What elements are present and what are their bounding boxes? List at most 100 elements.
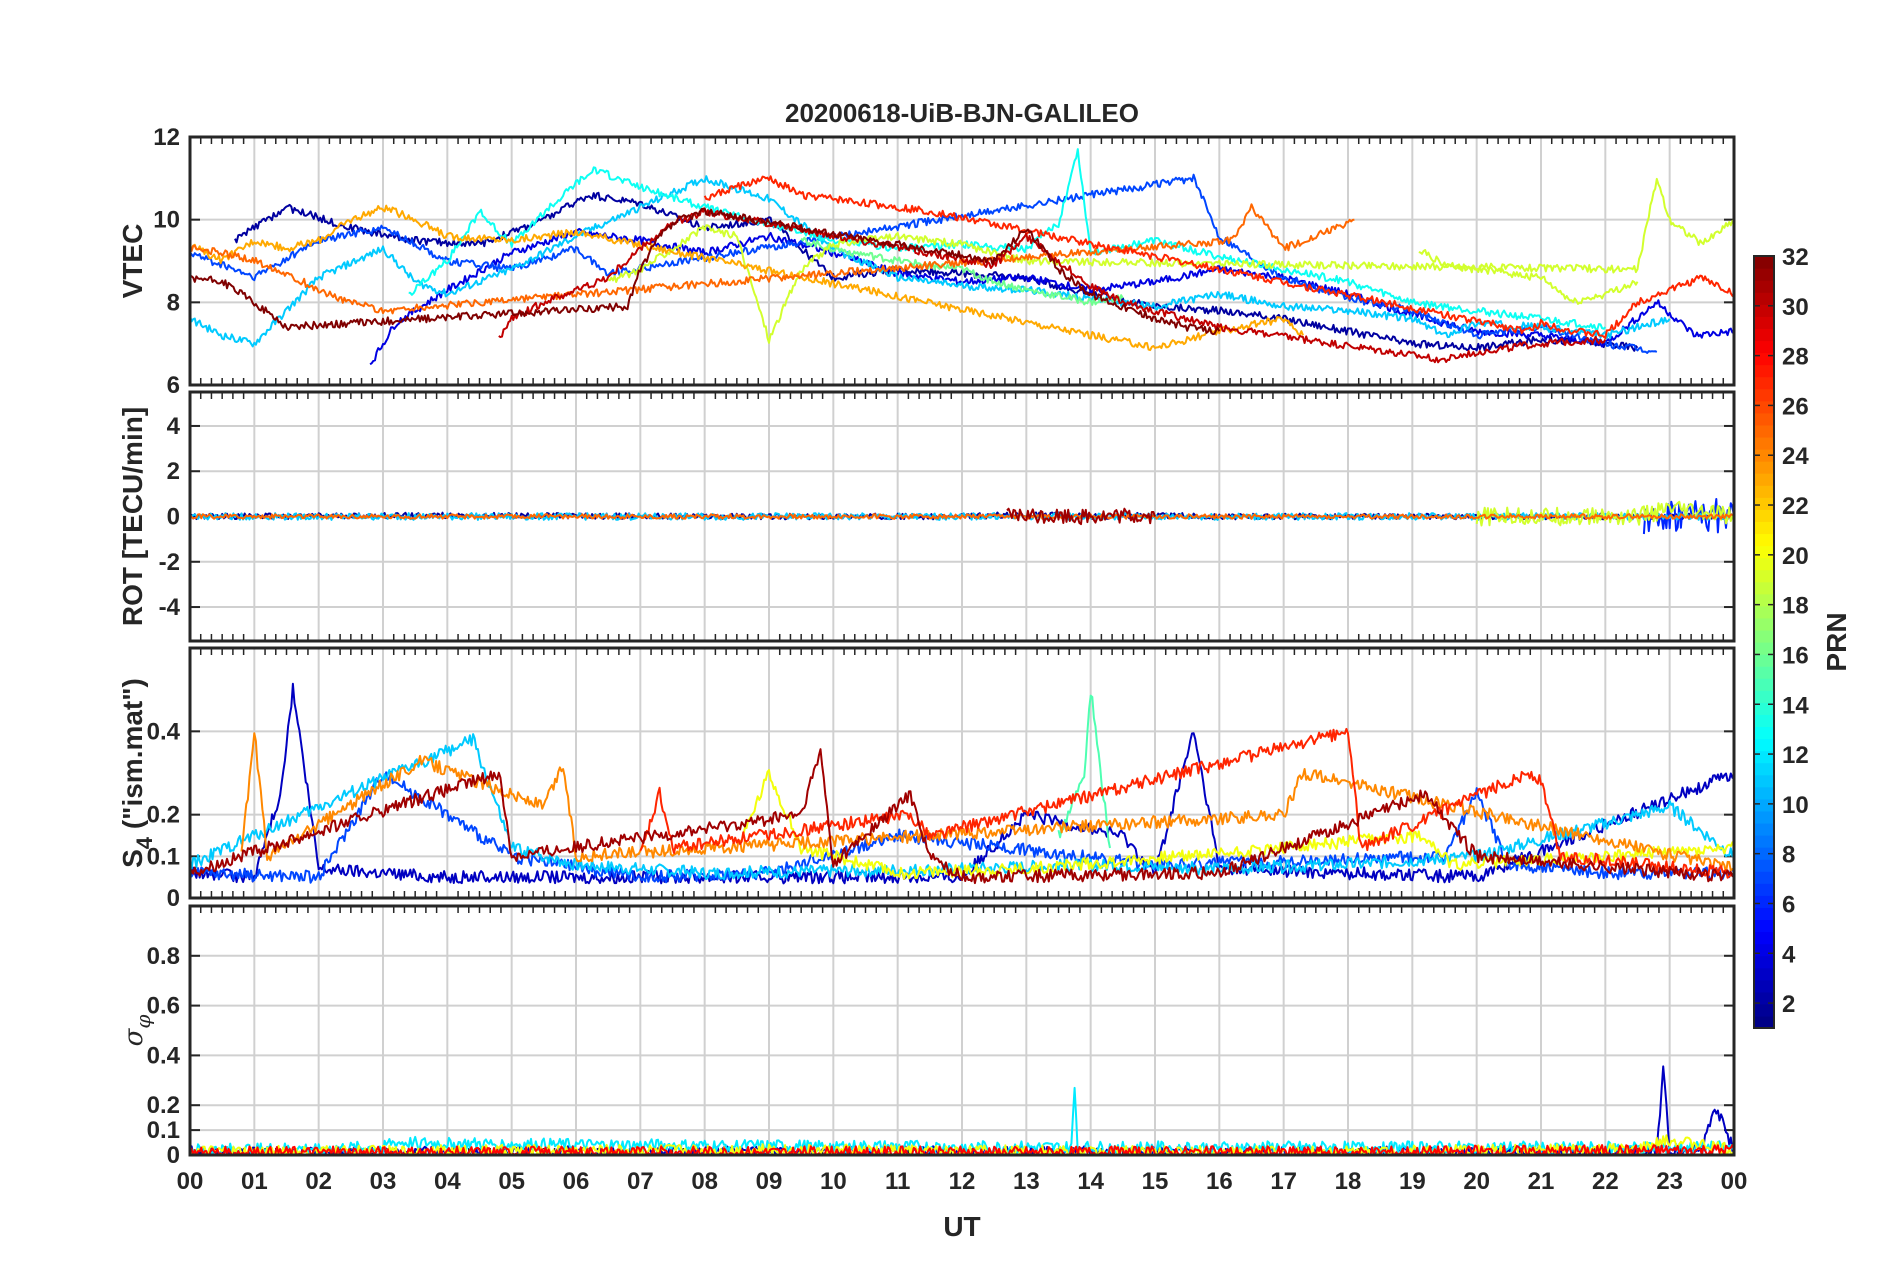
colorbar-segment <box>1754 919 1774 933</box>
colorbar-segment <box>1754 991 1774 1005</box>
colorbar-segment <box>1754 304 1774 317</box>
colorbar-tick-label: 30 <box>1782 294 1809 321</box>
colorbar-segment <box>1754 412 1774 426</box>
y-axis-label-part: σ <box>119 1027 149 1046</box>
colorbar-segment <box>1754 762 1774 776</box>
series-line-prn-27 <box>639 727 1734 879</box>
series-line-prn-19 <box>1475 500 1734 527</box>
colorbar-segment <box>1754 352 1774 366</box>
colorbar-segment <box>1754 943 1774 957</box>
colorbar-segment <box>1754 859 1774 872</box>
colorbar-tick-label: 12 <box>1782 742 1809 769</box>
colorbar-segment <box>1754 593 1774 607</box>
colorbar-tick-label: 10 <box>1782 792 1809 819</box>
chart-title: 20200618-UiB-BJN-GALILEO <box>785 98 1139 128</box>
x-tick-label: 18 <box>1335 1168 1362 1195</box>
colorbar-segment <box>1754 931 1774 945</box>
x-tick-label: 19 <box>1399 1168 1426 1195</box>
y-axis-label-part: S <box>117 849 148 868</box>
y-tick-label: 10 <box>153 207 180 234</box>
colorbar-segment <box>1754 690 1774 703</box>
colorbar-segment <box>1754 642 1774 655</box>
y-axis-label-sigma_phi: σφ <box>119 1015 155 1047</box>
colorbar-segment <box>1754 847 1774 860</box>
panel-sigma_phi: 00.10.2 0.4 0.6 0.8 σφ <box>119 904 1736 1169</box>
colorbar-segment <box>1754 1015 1774 1029</box>
colorbar-segment <box>1754 449 1774 462</box>
colorbar-segment <box>1754 557 1774 571</box>
x-axis-label: UT <box>943 1211 980 1242</box>
colorbar-segment <box>1754 786 1774 800</box>
colorbar-tick-label: 14 <box>1782 692 1809 719</box>
x-tick-label: 15 <box>1142 1168 1169 1195</box>
y-tick-label: 0 <box>167 504 180 531</box>
series-line-prn-27 <box>703 175 1734 339</box>
panel-frame <box>188 135 1736 387</box>
series-line-prn-7 <box>190 173 1658 354</box>
y-tick-label: 0.6 <box>147 993 180 1020</box>
x-tick-label: 13 <box>1013 1168 1040 1195</box>
x-tick-label: 11 <box>885 1168 910 1195</box>
series-group <box>190 682 1734 885</box>
y-tick-label: 8 <box>167 289 180 316</box>
colorbar-segment <box>1754 280 1774 293</box>
colorbar-segment <box>1754 702 1774 715</box>
colorbar-tick-label: 4 <box>1782 941 1796 968</box>
colorbar-segment <box>1754 461 1774 474</box>
colorbar-tick-label: 32 <box>1782 244 1809 271</box>
panel-frame <box>188 390 1736 643</box>
colorbar-segment <box>1754 509 1774 522</box>
colorbar-segment <box>1754 774 1774 788</box>
colorbar-segment <box>1754 979 1774 993</box>
colorbar-segment <box>1754 581 1774 595</box>
series-line-prn-23 <box>190 204 1304 352</box>
series-line-prn-31 <box>190 748 1734 885</box>
colorbar-segment <box>1754 678 1774 691</box>
colorbar-segment <box>1754 376 1774 390</box>
panel-frame <box>188 646 1736 900</box>
colorbar-segment <box>1754 292 1774 305</box>
series-line-prn-24 <box>240 732 1734 874</box>
colorbar-segment <box>1754 545 1774 559</box>
y-tick-label: 0 <box>167 1142 180 1169</box>
colorbar-segment <box>1754 340 1774 354</box>
y-tick-label: 0.1 <box>147 1117 180 1144</box>
colorbar-tick-label: 24 <box>1782 443 1809 470</box>
colorbar-segment <box>1754 907 1774 921</box>
series-group <box>190 498 1734 535</box>
colorbar-tick-label: 6 <box>1782 891 1795 918</box>
panel-rot: -4 -2 0 2 4 ROT [TECU/min] <box>117 390 1736 643</box>
colorbar-segment <box>1754 871 1774 884</box>
colorbar-segment <box>1754 521 1774 535</box>
colorbar-segment <box>1754 424 1774 438</box>
colorbar-segment <box>1754 883 1774 896</box>
colorbar-segment <box>1754 629 1774 643</box>
panel-s4: 00.10.20.4S4 ("ism.mat") <box>117 646 1736 912</box>
y-tick-label: -2 <box>159 549 180 576</box>
x-tick-label: 07 <box>627 1168 654 1195</box>
y-tick-label: 0.1 <box>147 843 180 870</box>
colorbar-segment <box>1754 533 1774 547</box>
x-axis: 00 01 02 03 04 05 06 07 08 09 10 11 12 13 14 15 16 17 18 19… <box>177 1168 1748 1195</box>
y-tick-label: 12 <box>153 124 180 151</box>
colorbar-segment <box>1754 364 1774 378</box>
x-tick-label: 21 <box>1528 1168 1555 1195</box>
colorbar-segment <box>1754 256 1774 269</box>
y-tick-label: 0.8 <box>147 943 180 970</box>
colorbar-segment <box>1754 617 1774 631</box>
y-axis-label-vtec: VTEC <box>117 224 148 299</box>
series-line-prn-19 <box>1418 249 1639 305</box>
colorbar-segment <box>1754 822 1774 836</box>
colorbar-segment <box>1754 485 1774 498</box>
x-tick-label: 22 <box>1592 1168 1619 1195</box>
panel-vtec: 6 8 10 12 VTEC <box>117 124 1736 399</box>
series-line-prn-11 <box>190 175 1671 348</box>
x-tick-label: 00 <box>177 1168 204 1195</box>
colorbar-tick-label: 20 <box>1782 543 1809 570</box>
x-tick-label: 06 <box>563 1168 590 1195</box>
y-tick-label: 0.2 <box>147 1092 180 1119</box>
series-line-prn-7 <box>190 771 1734 884</box>
colorbar-tick-label: 16 <box>1782 642 1809 669</box>
